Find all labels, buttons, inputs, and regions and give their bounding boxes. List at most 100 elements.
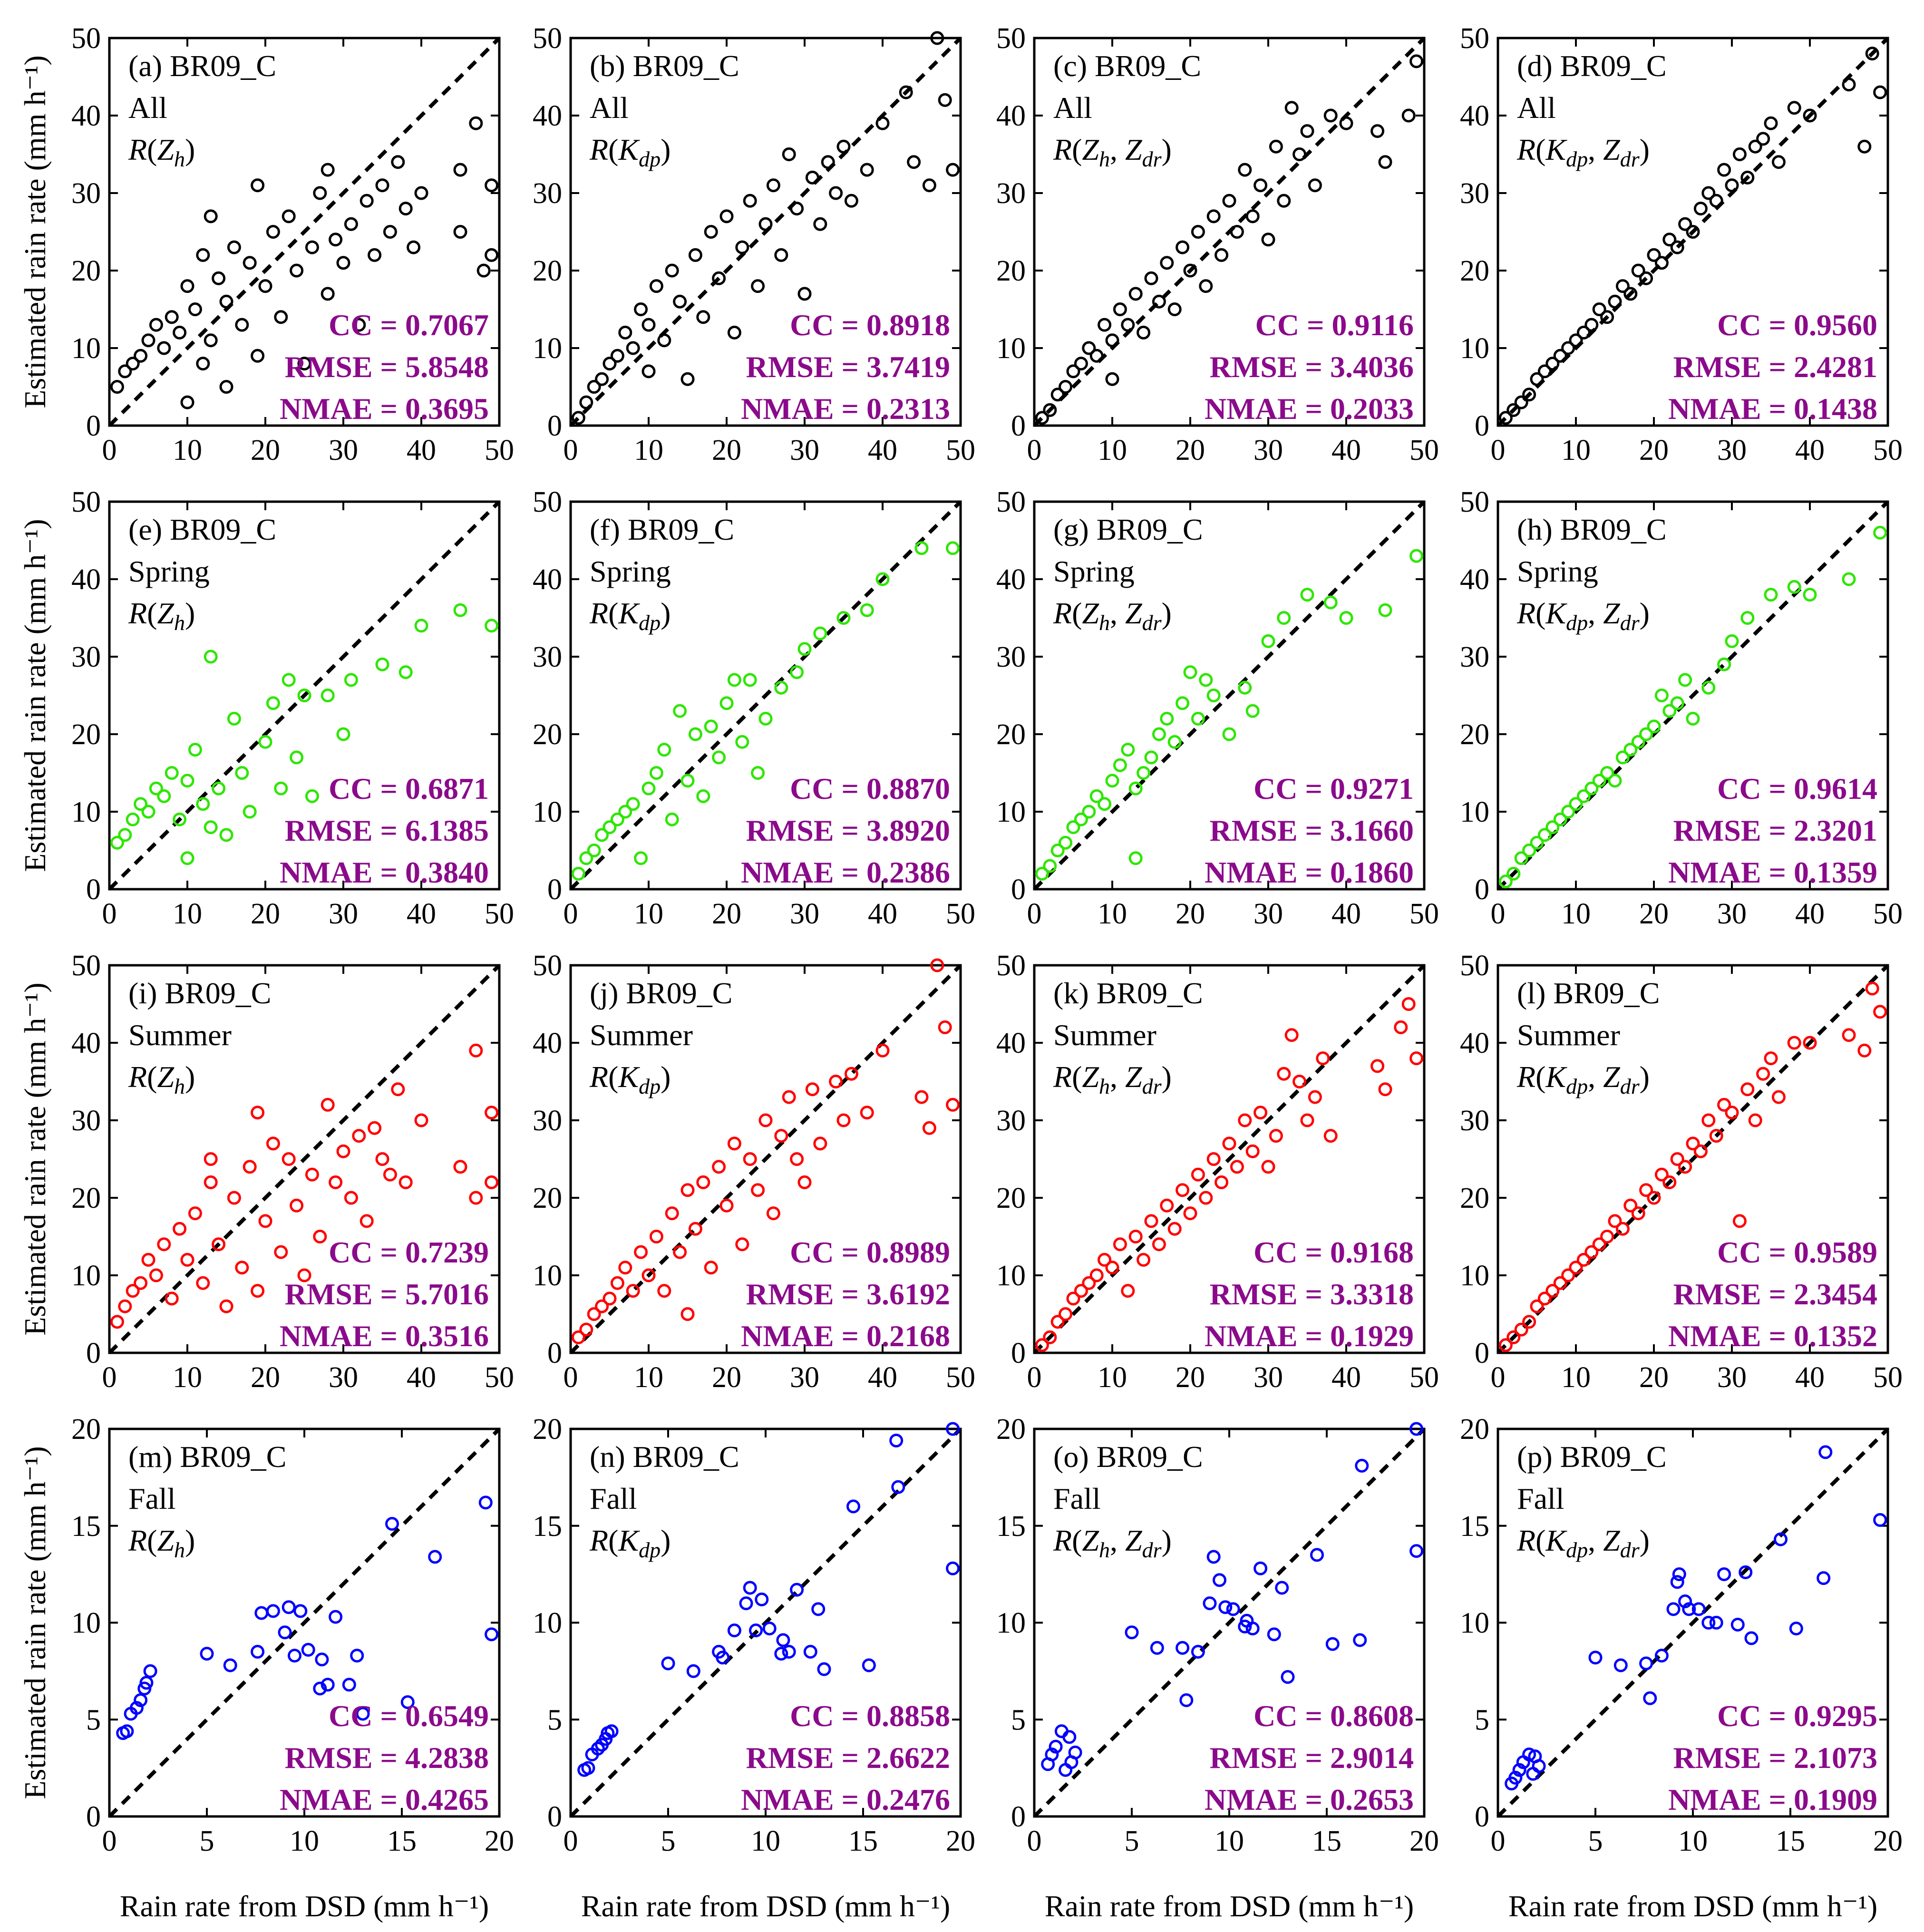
panel-estimator: R(Zh, Zdr) <box>1053 1060 1172 1098</box>
stat-rmse: RMSE = 3.7419 <box>746 350 950 384</box>
data-point <box>316 1654 328 1665</box>
x-tick-label: 10 <box>1098 1361 1127 1394</box>
data-point <box>705 1262 717 1273</box>
data-point <box>182 397 193 408</box>
stat-rmse: RMSE = 4.2838 <box>285 1741 489 1775</box>
stat-nmae: NMAE = 0.3695 <box>280 392 489 426</box>
x-tick-label: 10 <box>1561 898 1591 930</box>
data-point <box>338 728 349 740</box>
data-point <box>455 164 466 175</box>
data-point <box>1656 257 1667 269</box>
stat-nmae: NMAE = 0.4265 <box>280 1783 489 1816</box>
data-point <box>635 304 647 315</box>
x-tick-label: 30 <box>790 1361 819 1394</box>
data-point <box>1788 581 1800 592</box>
panel-title: (m) BR09_C <box>128 1440 286 1474</box>
data-point <box>768 1208 779 1219</box>
data-point <box>330 234 341 245</box>
data-point <box>752 281 764 292</box>
data-point <box>1107 335 1118 346</box>
data-point <box>279 1627 291 1638</box>
data-point <box>1671 1576 1683 1588</box>
panel-m: 0 5 10 15 2005101520(m) BR09_CFallR(Zh)CC = … <box>71 1413 514 1857</box>
x-tick-label: 50 <box>485 434 514 466</box>
x-tick-label: 0 <box>1027 1361 1042 1394</box>
data-point <box>1153 296 1165 307</box>
data-point <box>1395 1021 1407 1033</box>
data-point <box>838 1115 849 1126</box>
y-tick-label: 15 <box>71 1510 101 1543</box>
panel-title: (b) BR09_C <box>590 49 739 83</box>
panel-j: 0 10 20 30 40 5001020304050(j) BR09_CSummerR(… <box>533 950 975 1394</box>
data-point <box>470 1045 482 1056</box>
y-tick-label: 15 <box>996 1510 1026 1543</box>
x-tick-label: 0 <box>1027 898 1042 930</box>
x-tick-label: 0 <box>1491 434 1506 466</box>
data-point <box>174 1223 185 1234</box>
stat-cc: CC = 0.8608 <box>1254 1699 1414 1733</box>
x-tick-label: 10 <box>173 434 202 466</box>
data-point <box>620 1262 631 1273</box>
data-point <box>690 1223 701 1234</box>
x-tick-label: 5 <box>200 1825 214 1857</box>
data-point <box>674 705 686 717</box>
y-tick-label: 50 <box>533 950 562 982</box>
panel-season: Fall <box>590 1482 637 1515</box>
panel-estimator: R(Kdp, Zdr) <box>1516 596 1650 635</box>
data-point <box>1177 698 1188 709</box>
data-point <box>1138 327 1149 338</box>
data-point <box>267 1605 279 1617</box>
data-point <box>764 1623 775 1634</box>
x-tick-label: 40 <box>1795 898 1825 930</box>
data-point <box>604 1293 615 1304</box>
data-point <box>1224 1138 1235 1149</box>
data-point <box>306 242 318 253</box>
x-tick-label: 20 <box>251 898 280 930</box>
panel-season: All <box>1517 91 1556 125</box>
panel-estimator: R(Kdp, Zdr) <box>1516 133 1650 171</box>
stat-nmae: NMAE = 0.3516 <box>280 1319 489 1353</box>
data-point <box>338 1146 349 1157</box>
data-point <box>330 1611 341 1622</box>
x-tick-label: 0 <box>102 434 117 466</box>
data-point <box>1790 1623 1802 1634</box>
panel-estimator: R(Kdp) <box>589 1060 670 1098</box>
data-point <box>369 1122 380 1134</box>
data-point <box>1703 682 1714 693</box>
data-point <box>224 1660 236 1671</box>
y-tick-label: 15 <box>533 1510 562 1543</box>
stat-rmse: RMSE = 5.8548 <box>285 350 489 384</box>
data-point <box>838 141 849 152</box>
data-point <box>1875 1006 1886 1018</box>
stat-nmae: NMAE = 0.2476 <box>741 1783 950 1816</box>
data-point <box>455 226 466 238</box>
x-tick-label: 5 <box>1588 1825 1603 1857</box>
data-point <box>848 1501 859 1512</box>
stat-rmse: RMSE = 2.3201 <box>1673 814 1877 847</box>
data-point <box>1372 1060 1383 1072</box>
data-point <box>416 1115 427 1126</box>
data-point <box>221 829 232 841</box>
x-tick-label: 50 <box>485 1361 514 1394</box>
data-point <box>1317 1053 1329 1064</box>
data-point <box>1169 1223 1180 1234</box>
data-point <box>698 790 709 802</box>
data-point <box>1734 1215 1745 1227</box>
data-point <box>143 806 154 817</box>
data-point <box>1060 1764 1071 1776</box>
x-tick-label: 10 <box>634 1361 663 1394</box>
panel-title: (i) BR09_C <box>128 976 271 1010</box>
data-point <box>1114 759 1126 771</box>
y-tick-label: 20 <box>533 1413 562 1446</box>
x-tick-label: 10 <box>1561 434 1591 466</box>
x-tick-label: 10 <box>290 1825 319 1857</box>
x-tick-label: 50 <box>1873 434 1903 466</box>
stat-cc: CC = 0.9168 <box>1254 1235 1414 1269</box>
y-tick-label: 20 <box>1460 718 1489 751</box>
stat-cc: CC = 0.7067 <box>329 308 489 342</box>
data-point <box>252 1646 263 1658</box>
data-point <box>1875 87 1886 98</box>
data-point <box>635 1246 647 1258</box>
data-point <box>260 281 271 292</box>
data-point <box>861 1107 873 1118</box>
